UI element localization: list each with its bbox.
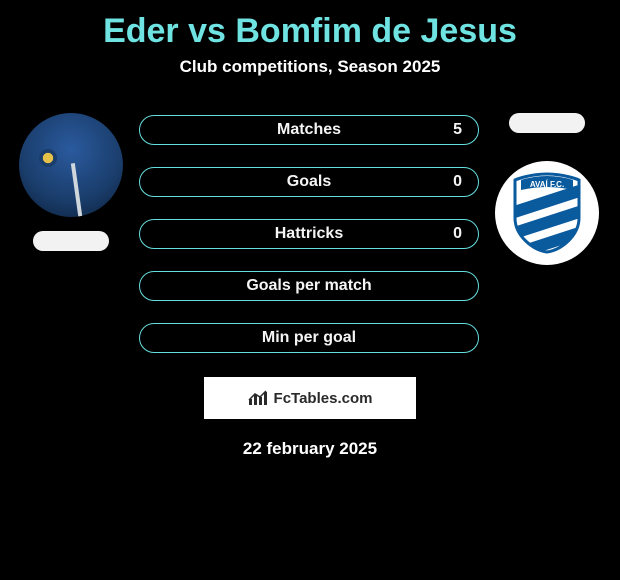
brand-text: FcTables.com (274, 390, 373, 407)
left-player-avatar (19, 113, 123, 217)
bar-chart-icon (248, 390, 268, 406)
date-label: 22 february 2025 (0, 439, 620, 459)
stat-row-goals: Goals 0 (139, 167, 479, 197)
stat-right-value: 0 (453, 225, 462, 243)
stat-label: Goals per match (246, 277, 371, 295)
stat-row-min-per-goal: Min per goal (139, 323, 479, 353)
stat-label: Hattricks (275, 225, 343, 243)
brand-box[interactable]: FcTables.com (204, 377, 416, 419)
page-subtitle: Club competitions, Season 2025 (0, 57, 620, 77)
left-player-col (17, 113, 125, 251)
stat-label: Min per goal (262, 329, 356, 347)
right-player-col: AVAÍ F.C. (493, 113, 601, 265)
crest-text: AVAÍ F.C. (530, 180, 564, 189)
avai-crest-icon: AVAÍ F.C. (511, 172, 583, 254)
page-title: Eder vs Bomfim de Jesus (0, 12, 620, 51)
stat-right-value: 0 (453, 173, 462, 191)
stat-right-value: 5 (453, 121, 462, 139)
right-club-badge (509, 113, 585, 133)
stat-label: Matches (277, 121, 341, 139)
right-player-avatar: AVAÍ F.C. (495, 161, 599, 265)
stat-bars: Matches 5 Goals 0 Hattricks 0 Goals per … (139, 115, 479, 353)
comparison-card: Eder vs Bomfim de Jesus Club competition… (0, 0, 620, 459)
stat-row-matches: Matches 5 (139, 115, 479, 145)
content-row: Matches 5 Goals 0 Hattricks 0 Goals per … (0, 113, 620, 353)
stat-label: Goals (287, 173, 331, 191)
left-club-badge (33, 231, 109, 251)
stat-row-hattricks: Hattricks 0 (139, 219, 479, 249)
stat-row-goals-per-match: Goals per match (139, 271, 479, 301)
